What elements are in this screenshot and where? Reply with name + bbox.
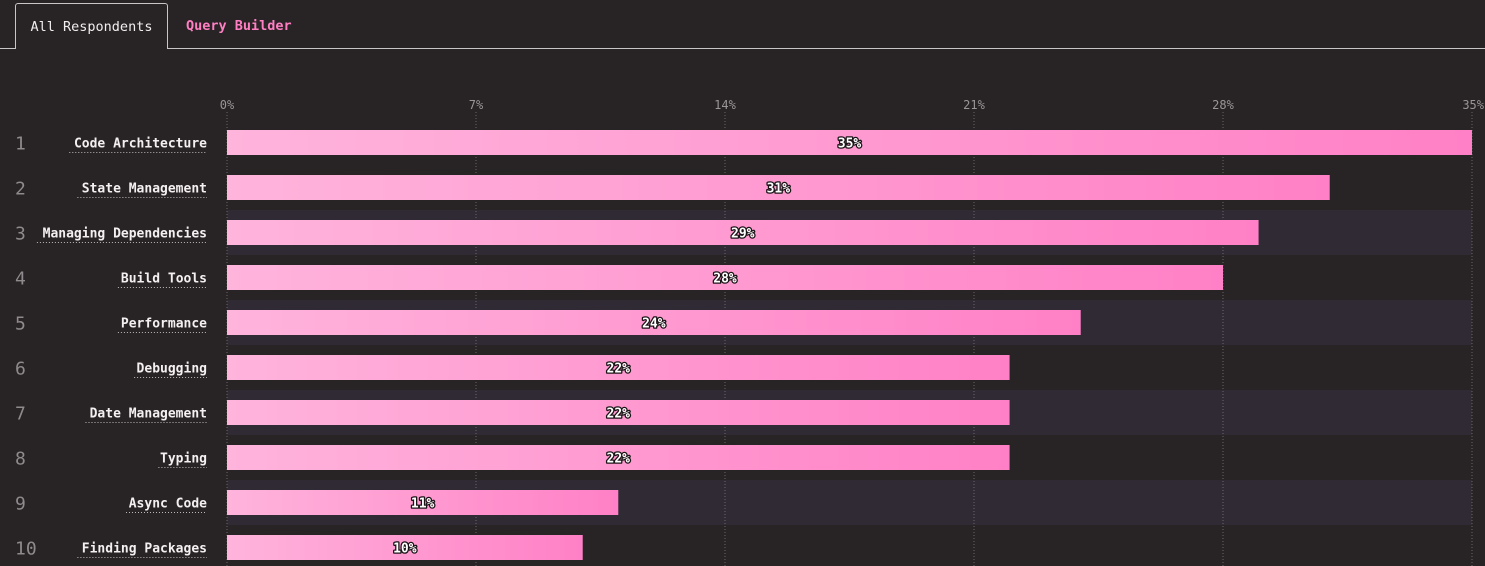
bar: [227, 310, 1081, 335]
category-label: Performance: [121, 317, 207, 332]
category-label: Debugging: [137, 362, 207, 377]
bar: [227, 445, 1010, 470]
bar-value-label: 22%: [607, 452, 631, 467]
rank-number: 2: [15, 179, 26, 200]
category-label: Managing Dependencies: [43, 227, 207, 242]
category-label: Finding Packages: [82, 542, 207, 557]
rank-number: 6: [15, 359, 26, 380]
rank-number: 5: [15, 314, 26, 335]
bar-value-label: 35%: [838, 137, 862, 152]
category-label: Code Architecture: [74, 137, 207, 152]
rank-number: 7: [15, 404, 26, 425]
x-tick-label: 35%: [1462, 98, 1484, 112]
bar: [227, 175, 1330, 200]
x-tick-label: 7%: [469, 98, 484, 112]
bar: [227, 400, 1010, 425]
bar-value-label: 10%: [393, 542, 417, 557]
bar: [227, 265, 1223, 290]
bar: [227, 490, 619, 515]
x-tick-label: 21%: [963, 98, 985, 112]
category-label: Build Tools: [121, 272, 207, 287]
bar: [227, 130, 1472, 155]
bar: [227, 355, 1010, 380]
rank-number: 1: [15, 134, 26, 155]
rank-number: 3: [15, 224, 26, 245]
category-label: Async Code: [129, 497, 207, 512]
category-label: Typing: [160, 452, 207, 467]
rank-number: 9: [15, 494, 26, 515]
rank-number: 10: [15, 539, 37, 560]
tab-bar-underline: [0, 48, 1485, 49]
tab-query-builder[interactable]: Query Builder: [186, 18, 292, 34]
x-tick-label: 28%: [1212, 98, 1234, 112]
bar-value-label: 22%: [607, 407, 631, 422]
rank-number: 8: [15, 449, 26, 470]
bar-value-label: 31%: [767, 182, 791, 197]
x-tick-label: 14%: [714, 98, 736, 112]
tab-all-respondents[interactable]: All Respondents: [15, 3, 168, 49]
bar-value-label: 28%: [713, 272, 737, 287]
category-label: State Management: [82, 182, 207, 197]
bar-value-label: 29%: [731, 227, 755, 242]
rank-number: 4: [15, 269, 26, 290]
bar-value-label: 24%: [642, 317, 666, 332]
category-label: Date Management: [90, 407, 207, 422]
bar: [227, 220, 1259, 245]
x-tick-label: 0%: [220, 98, 235, 112]
bar-value-label: 11%: [411, 497, 435, 512]
bar: [227, 535, 583, 560]
bar-value-label: 22%: [607, 362, 631, 377]
tab-bar: All Respondents Query Builder: [0, 0, 1485, 49]
